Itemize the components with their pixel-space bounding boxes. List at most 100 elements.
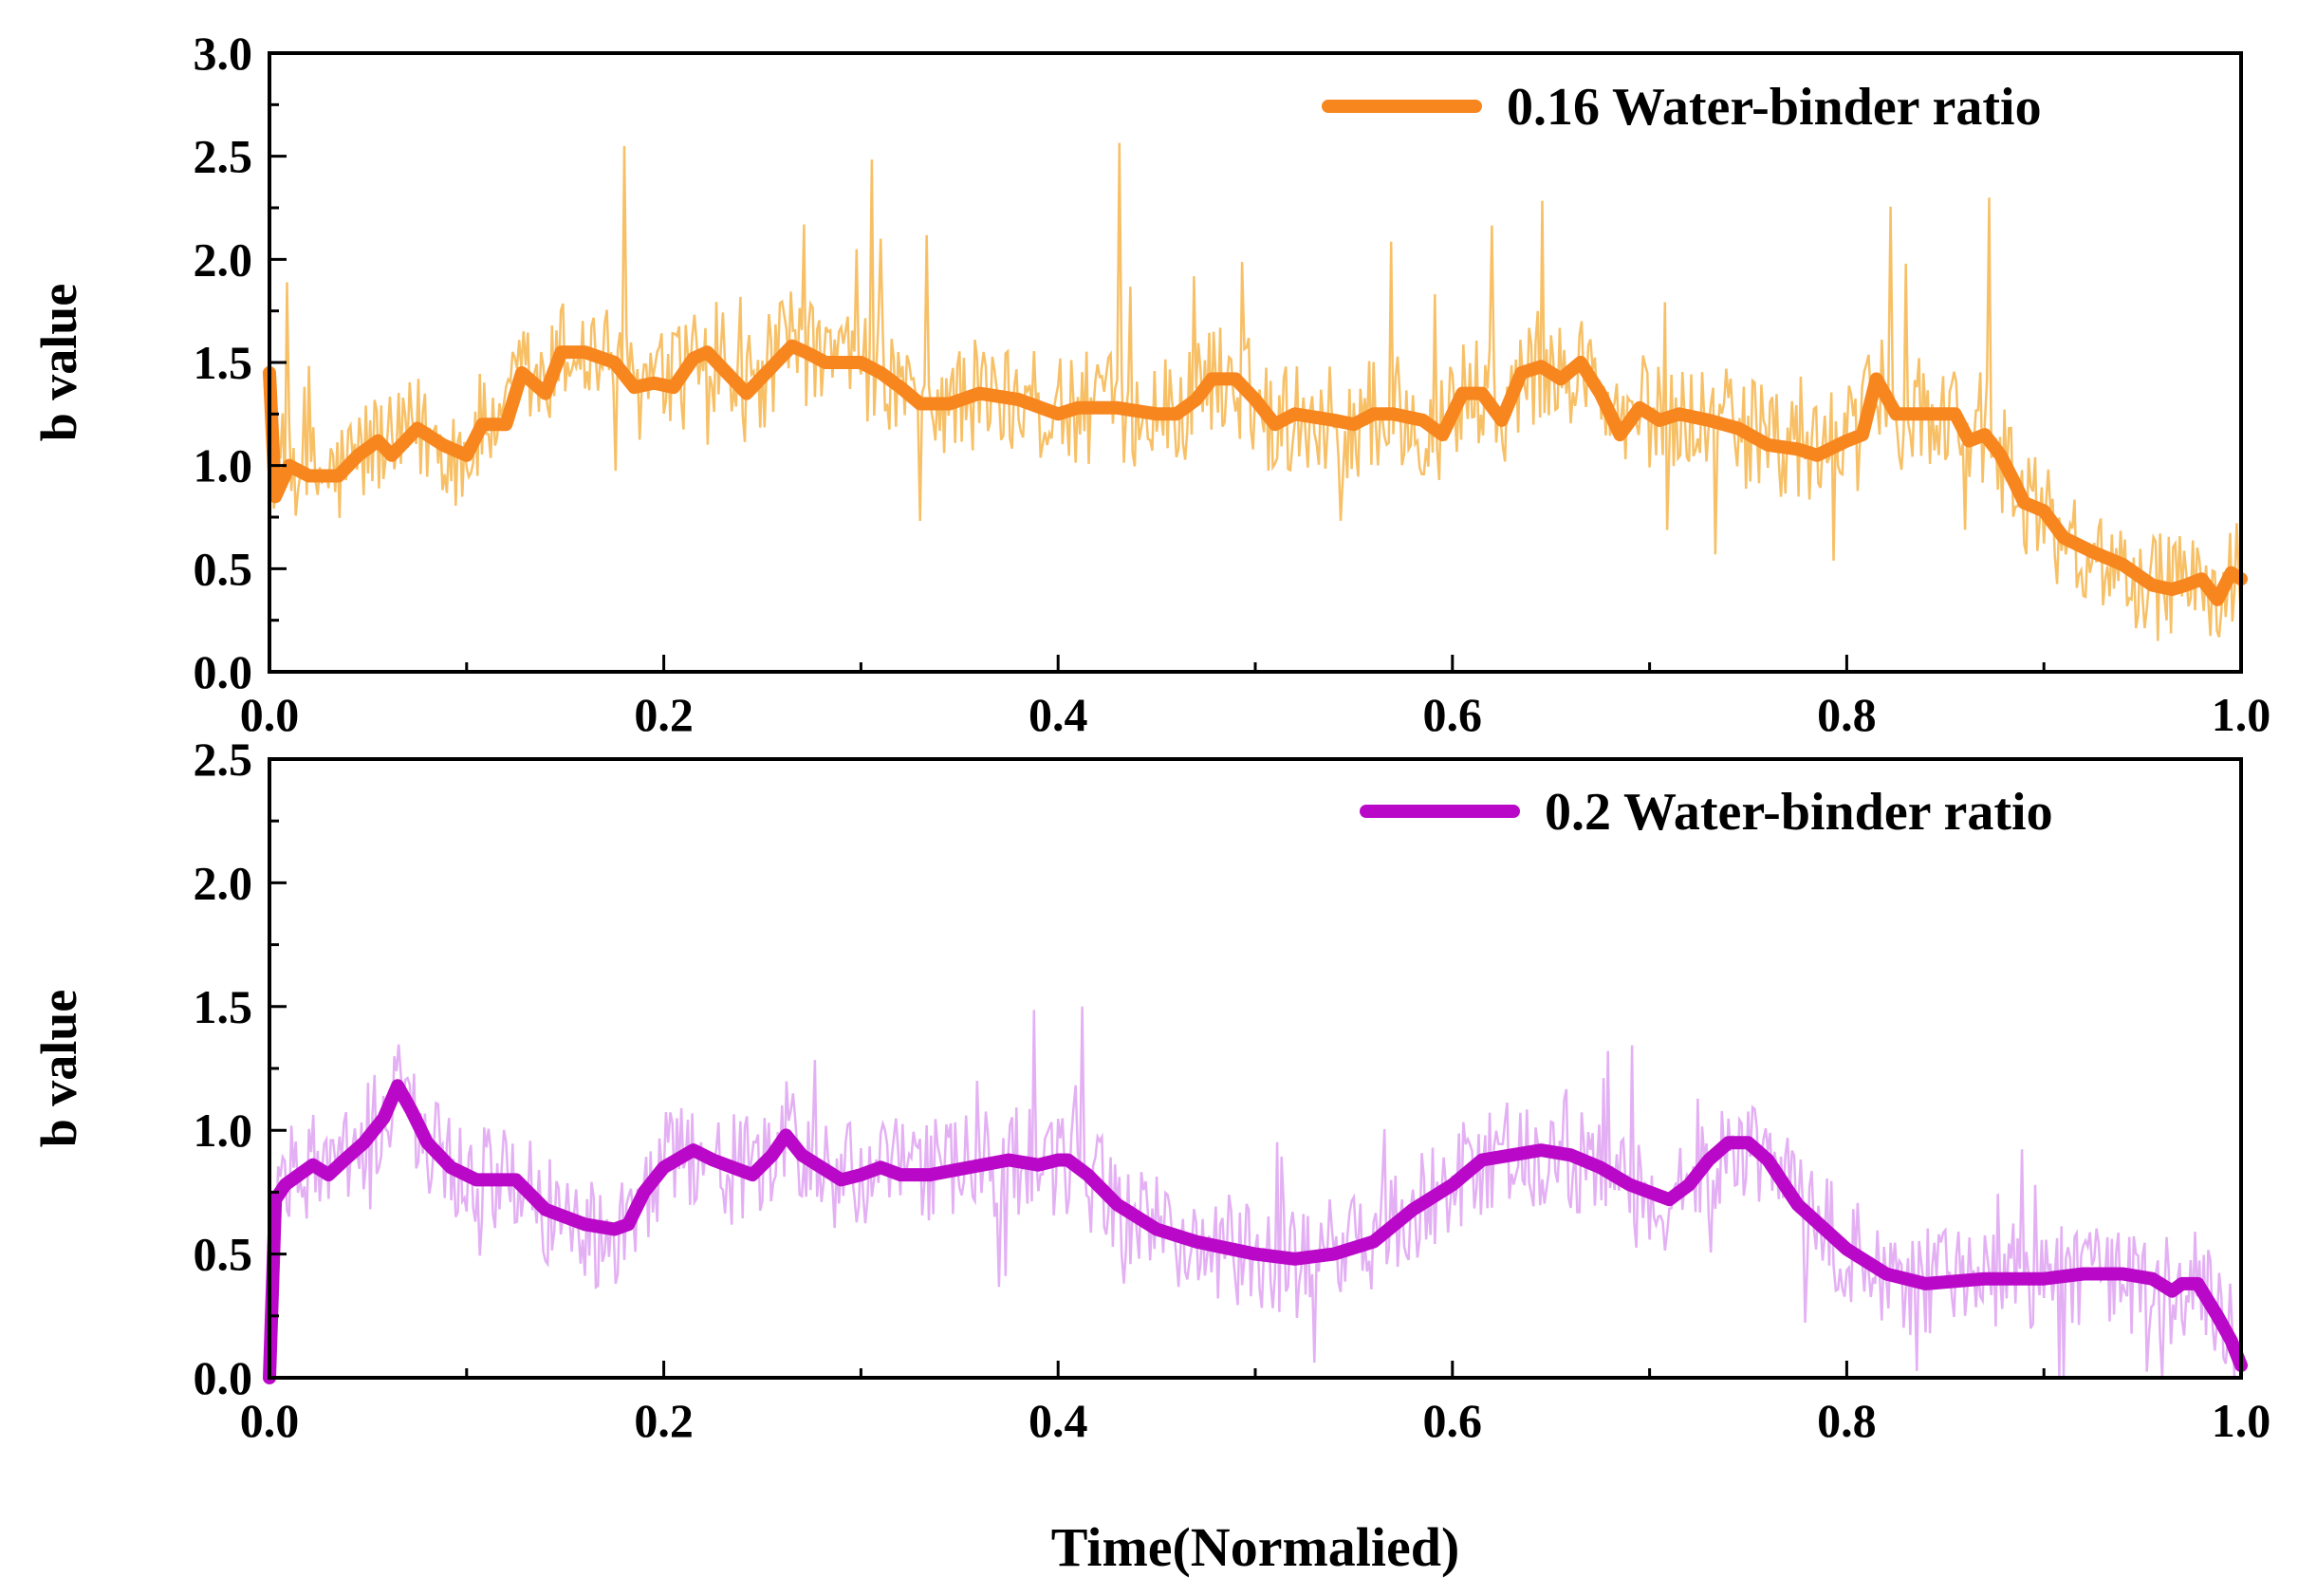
data-point (1520, 371, 1523, 375)
data-point (1085, 1173, 1089, 1177)
data-point (770, 364, 774, 368)
data-point (1954, 412, 1957, 416)
data-point (1500, 418, 1504, 422)
data-point (337, 474, 341, 477)
data-point (1332, 1253, 1336, 1256)
data-point (2082, 1272, 2085, 1275)
data-point (2042, 1277, 2046, 1281)
data-point (1392, 412, 1395, 416)
data-point (1352, 422, 1356, 426)
data-point (745, 392, 749, 396)
data-point (2230, 1339, 2233, 1343)
data-point (1844, 439, 1848, 443)
data-point (1372, 1240, 1376, 1244)
data-point (1967, 439, 1971, 443)
data-point (1007, 1159, 1010, 1161)
data-point (928, 1173, 932, 1177)
x-tick-label: 0.8 (1817, 1394, 1877, 1447)
data-point (2215, 1314, 2219, 1318)
data-point (1421, 418, 1425, 422)
data-point (465, 454, 469, 457)
data-point (416, 427, 419, 430)
data-point (343, 1159, 346, 1161)
series-line-2 (263, 1079, 2248, 1384)
data-point (1884, 1272, 1888, 1275)
data-point (1076, 406, 1080, 410)
data-point (1233, 377, 1237, 380)
x-tick-label: 1.0 (2212, 688, 2271, 741)
y-axis-label: b value (30, 990, 87, 1148)
data-point (376, 439, 380, 443)
data-point (273, 1197, 277, 1201)
data-point (544, 1208, 547, 1212)
data-point (632, 385, 636, 389)
data-point (2121, 1272, 2124, 1275)
x-tick-label: 1.0 (2212, 1394, 2271, 1447)
data-point (804, 350, 807, 354)
data-point (820, 1165, 824, 1169)
data-point (1796, 1202, 1799, 1206)
data-point (425, 1141, 429, 1144)
x-tick-label: 0.0 (240, 1394, 300, 1447)
data-point (1036, 1163, 1040, 1167)
data-point (1983, 1277, 1987, 1281)
data-point (1539, 1148, 1543, 1152)
data-point (731, 1165, 734, 1169)
data-point (1175, 412, 1178, 416)
y-tick-label: 1.0 (194, 1104, 253, 1157)
data-point (1924, 1282, 1927, 1286)
x-axis-label: Time(Normalied) (1051, 1516, 1460, 1578)
text-layer: 0.0 0.2 0.4 0.6 0.8 1.0 0.0 0.5 1.0 1.5 2.0 2.5 3.0 b… (30, 27, 2270, 1578)
data-point (1273, 422, 1277, 426)
data-point (879, 371, 882, 375)
data-point (770, 1153, 774, 1157)
data-point (1707, 418, 1711, 422)
data-point (918, 402, 922, 405)
data-point (1411, 1208, 1415, 1212)
data-point (1747, 1141, 1750, 1144)
data-point (784, 1133, 788, 1137)
data-point (1056, 412, 1060, 416)
data-point (613, 1228, 617, 1231)
data-point (642, 1190, 646, 1194)
data-point (1293, 412, 1297, 416)
data-point (879, 1165, 882, 1169)
data-point (824, 361, 827, 364)
data-point (362, 1141, 366, 1144)
data-point (1796, 447, 1799, 451)
chart-layer (263, 51, 2248, 1384)
data-point (560, 350, 563, 354)
data-point (480, 422, 484, 426)
data-point (357, 454, 360, 457)
data-point (1332, 418, 1336, 422)
data-point (1687, 1183, 1691, 1187)
data-point (692, 1148, 695, 1152)
data-point (1638, 406, 1641, 410)
data-point (968, 1165, 972, 1169)
data-point (1599, 392, 1603, 396)
data-point (712, 1159, 714, 1161)
data-point (441, 443, 445, 447)
data-point (1195, 398, 1198, 401)
data-point (1736, 427, 1740, 430)
data-point (1727, 1141, 1731, 1144)
data-point (390, 454, 394, 457)
x-tick-label: 0.2 (634, 1394, 694, 1447)
data-point (1658, 418, 1661, 422)
data-point (1924, 412, 1927, 416)
y-tick-label: 1.5 (194, 980, 253, 1033)
data-point (1155, 412, 1158, 416)
x-tick-label: 0.8 (1817, 688, 1877, 741)
data-point (662, 1165, 666, 1169)
data-point (1210, 377, 1214, 380)
y-tick-label: 0.5 (194, 1228, 253, 1281)
data-point (2199, 577, 2203, 581)
data-point (626, 1222, 630, 1226)
data-point (1460, 392, 1464, 396)
data-point (1116, 1202, 1119, 1206)
data-point (800, 1153, 804, 1157)
data-point (1569, 1153, 1572, 1157)
data-point (1510, 1153, 1513, 1157)
legend-label: 0.16 Water-binder ratio (1507, 78, 2042, 137)
